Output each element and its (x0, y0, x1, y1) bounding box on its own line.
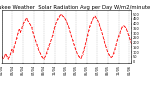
Title: Milwaukee Weather  Solar Radiation Avg per Day W/m2/minute: Milwaukee Weather Solar Radiation Avg pe… (0, 5, 150, 10)
